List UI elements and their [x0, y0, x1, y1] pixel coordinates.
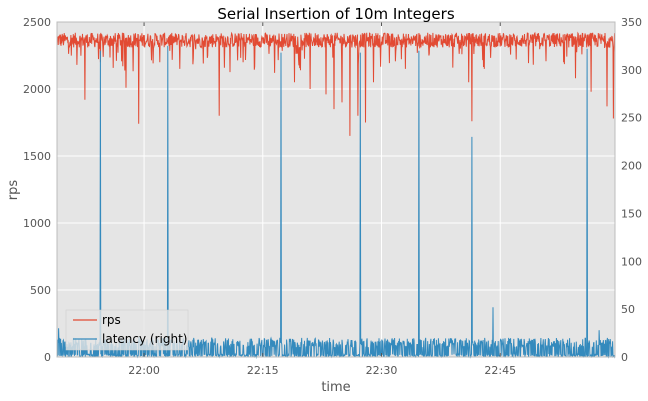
- y-right-tick-label: 150: [621, 207, 642, 220]
- y-right-tick-label: 300: [621, 64, 642, 77]
- series-line-rps: [56, 31, 616, 136]
- y-tick-label: 1000: [23, 217, 51, 230]
- y-axis-label: rps: [6, 180, 21, 201]
- y-tick-label: 2500: [23, 16, 51, 29]
- legend-label-latency: latency (right): [102, 332, 187, 346]
- x-tick-label: 22:30: [366, 364, 398, 377]
- y-tick-label: 0: [44, 351, 51, 364]
- y-tick-label: 2000: [23, 83, 51, 96]
- y-right-tick-label: 200: [621, 160, 642, 173]
- legend-label-rps: rps: [102, 313, 121, 327]
- x-tick-label: 22:00: [128, 364, 160, 377]
- legend: rps latency (right): [65, 309, 189, 351]
- x-axis-label: time: [321, 380, 350, 395]
- y-right-tick-label: 0: [621, 351, 628, 364]
- y-right-tick-label: 100: [621, 255, 642, 268]
- y-tick-label: 1500: [23, 150, 51, 163]
- y-right-tick-label: 250: [621, 112, 642, 125]
- plot-background: [57, 22, 615, 357]
- plot-frame: [56, 21, 616, 358]
- y-tick-label: 500: [30, 284, 51, 297]
- x-tick-label: 22:45: [484, 364, 516, 377]
- chart-title: Serial Insertion of 10m Integers: [217, 5, 455, 23]
- legend-box: [65, 309, 189, 351]
- axes: 0 500 1000 1500 2000 2500 0 50 100 150 200 250 300 35…: [23, 16, 642, 377]
- x-tick-label: 22:15: [247, 364, 279, 377]
- y-right-tick-label: 50: [621, 303, 635, 316]
- y-right-tick-label: 350: [621, 16, 642, 29]
